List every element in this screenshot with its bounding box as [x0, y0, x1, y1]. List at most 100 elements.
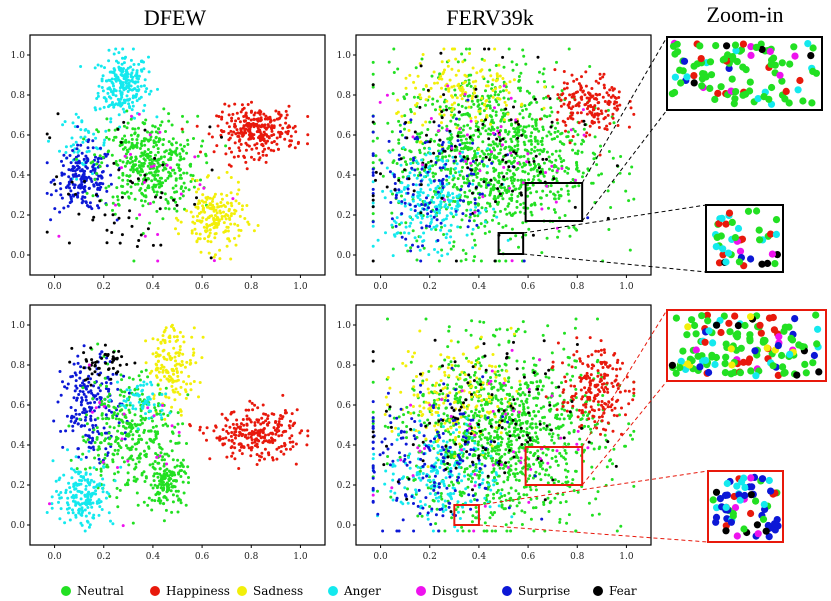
point-neutral: [392, 47, 396, 51]
point-surprise: [88, 205, 92, 209]
point-neutral: [146, 164, 150, 168]
point-neutral: [518, 210, 522, 214]
point-anger: [156, 87, 159, 91]
point-surprise: [371, 220, 375, 224]
point-neutral: [556, 235, 560, 239]
point-anger: [71, 511, 75, 515]
point-happiness: [234, 436, 237, 440]
point-sadness: [205, 229, 209, 233]
point-neutral: [104, 203, 108, 207]
point-anger: [451, 192, 455, 196]
point-anger: [117, 113, 121, 117]
point-neutral: [507, 202, 511, 206]
point-happiness: [244, 160, 248, 164]
point-surprise: [88, 401, 92, 405]
point-happiness: [222, 130, 226, 133]
point-sadness: [157, 370, 161, 374]
point-anger: [146, 396, 150, 400]
point-surprise: [89, 389, 93, 393]
point-neutral: [511, 135, 515, 138]
point-surprise: [82, 172, 86, 176]
point-sadness: [441, 72, 445, 76]
point-anger: [438, 211, 441, 215]
point-happiness: [272, 412, 276, 416]
point-anger: [119, 465, 123, 469]
point-neutral: [162, 502, 166, 506]
point-neutral: [409, 108, 413, 111]
point-neutral: [181, 194, 185, 198]
point-neutral: [99, 383, 103, 387]
point-sadness: [455, 126, 459, 130]
point-sadness: [395, 112, 399, 115]
point-neutral: [118, 159, 122, 162]
point-surprise: [80, 398, 84, 402]
point-anger: [142, 109, 146, 113]
point-neutral: [536, 142, 540, 146]
point-neutral: [142, 162, 146, 165]
point-neutral: [386, 121, 390, 125]
point-happiness: [583, 103, 587, 107]
point-neutral: [556, 129, 560, 133]
point-neutral: [596, 371, 600, 375]
point-sadness: [442, 113, 446, 117]
point-surprise: [82, 157, 86, 161]
point-surprise: [65, 414, 69, 418]
point-anger: [458, 154, 462, 158]
point-happiness: [250, 438, 254, 442]
point-anger: [94, 136, 98, 140]
point-neutral: [167, 483, 171, 487]
point-neutral: [184, 503, 188, 507]
scatter-panel-bottom-middle: 0.0 0.2 0.4 0.6 0.8 1.00.00.20.40.60.81.0: [337, 304, 652, 562]
point-sadness: [447, 59, 451, 63]
point-neutral: [447, 106, 451, 110]
point-neutral: [478, 112, 482, 116]
point-happiness: [250, 430, 254, 433]
point-anger: [420, 158, 424, 162]
point-happiness: [602, 83, 606, 87]
point-surprise: [393, 175, 396, 179]
point-happiness: [275, 430, 279, 434]
point-sadness: [172, 369, 176, 373]
point-happiness: [277, 112, 281, 115]
point-neutral: [101, 155, 105, 159]
point-neutral: [126, 433, 130, 437]
point-sadness: [460, 97, 464, 101]
point-surprise: [107, 409, 111, 412]
point-neutral: [547, 130, 551, 134]
point-happiness: [237, 131, 241, 135]
point-sadness: [454, 57, 458, 61]
point-neutral: [160, 458, 164, 462]
point-happiness: [599, 109, 603, 113]
point-neutral: [403, 127, 406, 131]
point-happiness: [230, 431, 234, 434]
point-fear: [74, 192, 77, 196]
point-sadness: [215, 211, 219, 215]
point-neutral: [155, 167, 159, 171]
point-happiness: [230, 119, 234, 123]
point-anger: [433, 248, 436, 251]
point-neutral: [555, 135, 559, 139]
point-surprise: [96, 204, 99, 208]
point-anger: [422, 175, 426, 179]
point-surprise: [70, 199, 74, 203]
point-surprise: [84, 395, 88, 399]
point-anger: [135, 72, 139, 76]
point-neutral: [591, 151, 595, 155]
point-anger: [408, 224, 412, 228]
point-neutral: [390, 130, 394, 134]
point-surprise: [84, 433, 88, 437]
point-sadness: [421, 53, 425, 56]
point-neutral: [477, 202, 481, 206]
point-surprise: [69, 189, 73, 193]
point-neutral: [155, 143, 158, 147]
point-neutral: [528, 101, 532, 105]
point-fear: [105, 241, 109, 245]
point-sadness: [173, 355, 177, 359]
point-happiness: [280, 444, 284, 448]
point-neutral: [127, 395, 131, 399]
point-fear: [371, 120, 375, 124]
point-neutral: [467, 82, 471, 85]
point-anger: [69, 144, 73, 148]
point-surprise: [76, 422, 80, 426]
point-happiness: [244, 113, 248, 117]
